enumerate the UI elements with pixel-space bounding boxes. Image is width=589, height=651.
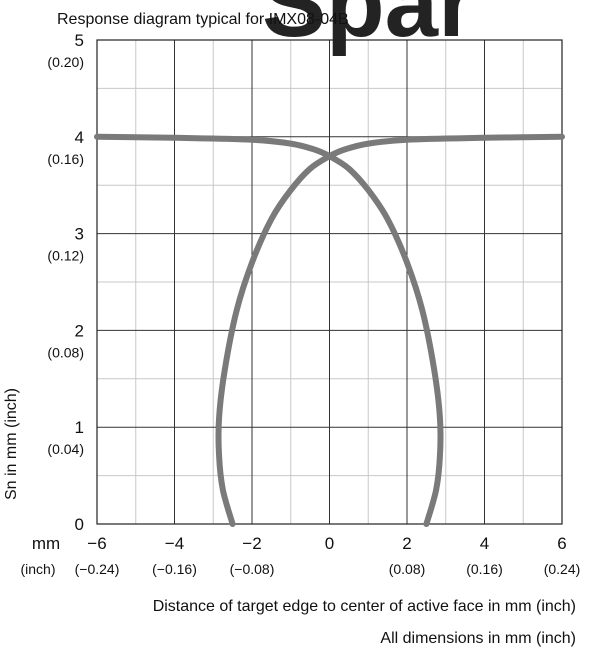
y-tick-inch-label: (0.16) bbox=[47, 151, 84, 167]
y-tick-inch-label: (0.08) bbox=[47, 344, 84, 360]
x-tick-inch-label: (−0.16) bbox=[152, 561, 197, 577]
x-tick-label: 2 bbox=[402, 534, 411, 553]
x-tick-inch-label: (0.24) bbox=[544, 561, 581, 577]
y-tick-label: 4 bbox=[75, 128, 84, 147]
y-tick-label: 0 bbox=[75, 515, 84, 534]
x-tick-label: −4 bbox=[165, 534, 184, 553]
x-tick-inch-label: (0.16) bbox=[466, 561, 503, 577]
y-tick-label: 1 bbox=[75, 418, 84, 437]
x-tick-label: −2 bbox=[242, 534, 261, 553]
x-tick-label: 0 bbox=[325, 534, 334, 553]
response-curve-2 bbox=[215, 133, 565, 527]
plot-frame bbox=[96, 39, 563, 525]
y-tick-inch-label: (0.12) bbox=[47, 248, 84, 264]
x-tick-label: 4 bbox=[480, 534, 489, 553]
y-tick-inch-label: (0.20) bbox=[47, 54, 84, 70]
x-tick-inch-label: (−0.08) bbox=[230, 561, 275, 577]
chart-title: Response diagram typical for IMX08-04B bbox=[57, 11, 349, 28]
y-tick-label: 3 bbox=[75, 225, 84, 244]
x-tick-label: −6 bbox=[87, 534, 106, 553]
y-axis-label: Sn in mm (inch) bbox=[3, 388, 20, 500]
y-tick-label: 2 bbox=[75, 321, 84, 340]
x-tick-inch-label: (0.08) bbox=[389, 561, 426, 577]
x-tick-inch-label: (−0.24) bbox=[75, 561, 120, 577]
y-tick-inch-label: (0.04) bbox=[47, 441, 84, 457]
dimensions-footnote: All dimensions in mm (inch) bbox=[380, 630, 576, 647]
x-axis-inch-unit-label: (inch) bbox=[20, 561, 55, 577]
x-axis-label: Distance of target edge to center of act… bbox=[153, 598, 576, 615]
x-tick-label: 6 bbox=[557, 534, 566, 553]
x-axis-unit-label: mm bbox=[32, 534, 60, 553]
y-tick-label: 5 bbox=[75, 31, 84, 50]
response-curve-1 bbox=[94, 133, 444, 527]
